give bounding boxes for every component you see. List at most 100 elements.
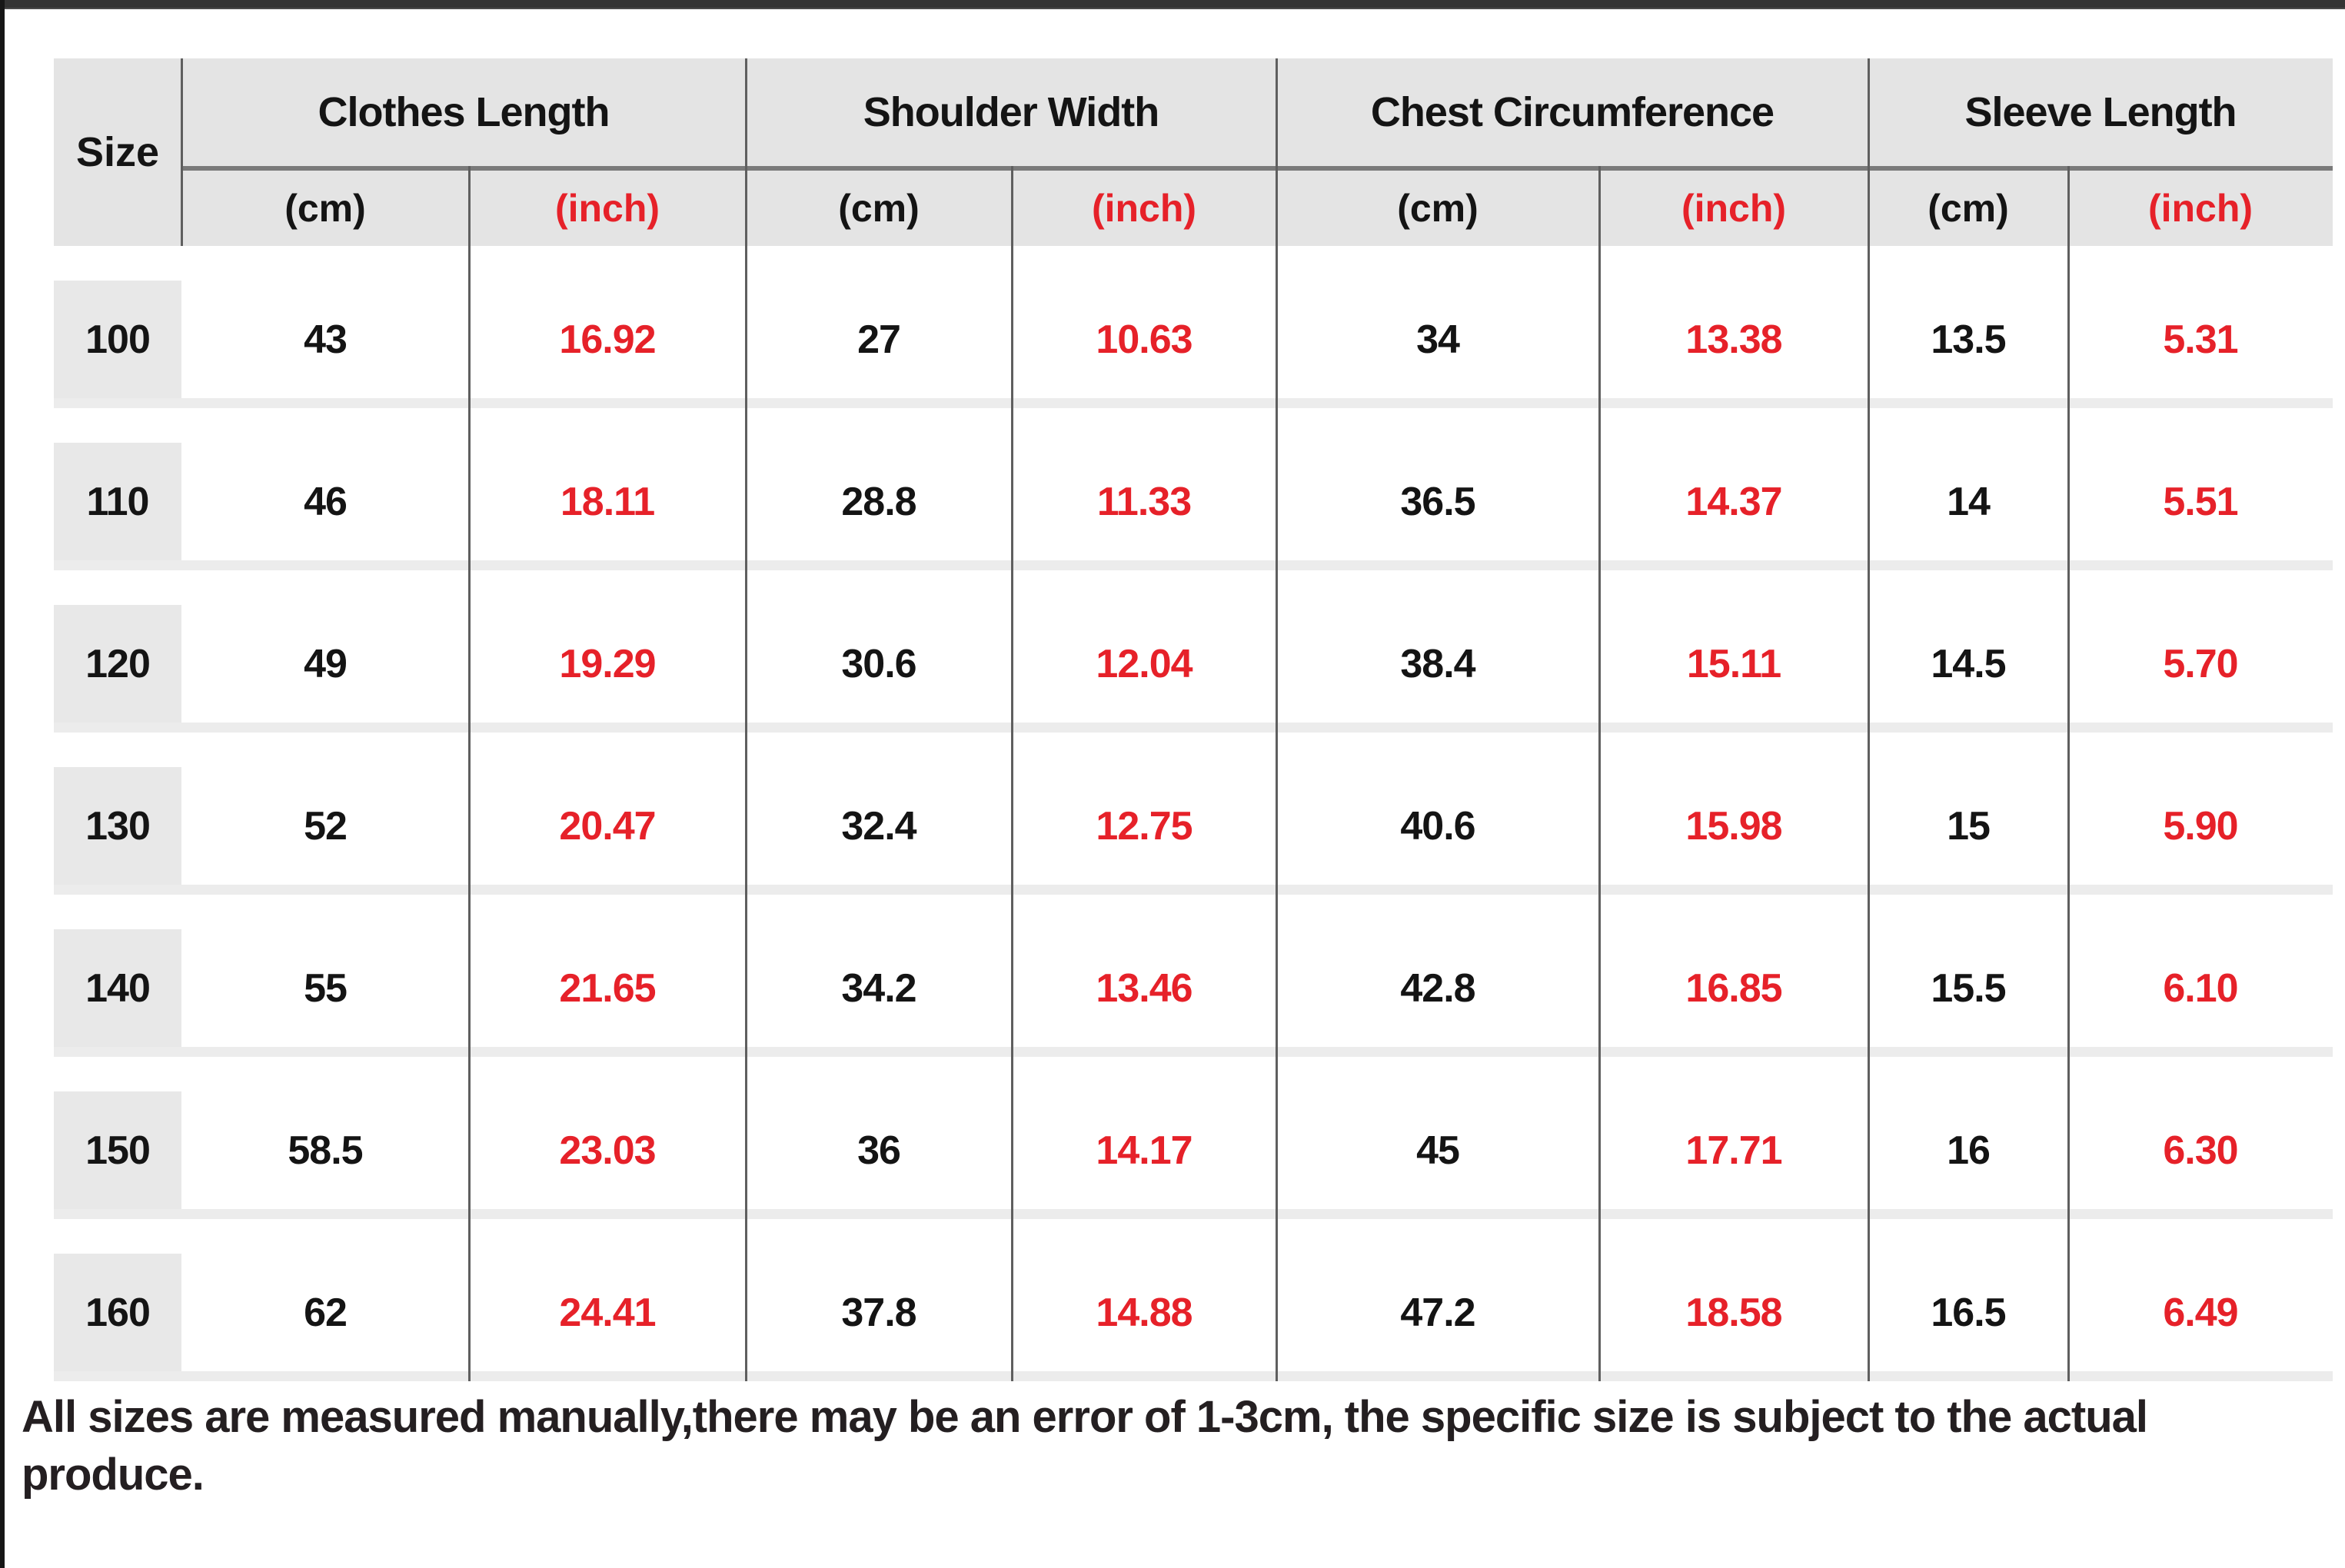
cell-chest-circumference-inch: 17.71 [1685,1128,1782,1173]
cell-sleeve-length-inch: 6.30 [2163,1128,2238,1173]
cell-clothes-length-cm: 62 [304,1290,348,1335]
unit-header-cm: (cm) [1868,166,2068,246]
table-row: 160 62 24.41 37.8 14.88 47.2 18.58 16.5 … [54,1219,2333,1381]
cell-clothes-length-cm: 49 [304,641,348,686]
cell-sleeve-length-inch: 5.51 [2163,479,2238,524]
cell-shoulder-width-inch: 10.63 [1096,317,1192,362]
cell-chest-circumference-cm: 42.8 [1400,965,1475,1011]
cell-clothes-length-inch: 24.41 [559,1290,656,1335]
cell-chest-circumference-cm: 38.4 [1400,641,1475,686]
cell-chest-circumference-inch: 15.98 [1685,803,1782,849]
cell-sleeve-length-cm: 14 [1947,479,1991,524]
cell-sleeve-length-cm: 16 [1947,1128,1991,1173]
row-separator [54,723,2333,733]
left-edge-border [0,0,5,1568]
cell-shoulder-width-cm: 27 [857,317,901,362]
cell-sleeve-length-cm: 13.5 [1931,317,2006,362]
cell-shoulder-width-cm: 30.6 [841,641,916,686]
cell-shoulder-width-cm: 37.8 [841,1290,916,1335]
cell-clothes-length-inch: 18.11 [560,479,655,524]
cell-sleeve-length-inch: 5.31 [2163,317,2238,362]
cell-clothes-length-cm: 46 [304,479,348,524]
cell-sleeve-length-cm: 14.5 [1931,641,2006,686]
unit-header-cm: (cm) [181,166,469,246]
column-divider [1598,166,1601,1381]
unit-header-cm: (cm) [1276,166,1599,246]
cell-shoulder-width-inch: 14.88 [1096,1290,1192,1335]
cell-chest-circumference-inch: 16.85 [1685,965,1782,1011]
group-header-chest-circumference: Chest Circumference [1276,58,1868,166]
unit-header-inch: (inch) [469,166,746,246]
cell-shoulder-width-inch: 12.04 [1096,641,1192,686]
table-row: 110 46 18.11 28.8 11.33 36.5 14.37 14 5.… [54,408,2333,570]
unit-header-inch: (inch) [1599,166,1868,246]
group-header-sleeve-length: Sleeve Length [1868,58,2333,166]
cell-shoulder-width-cm: 28.8 [841,479,916,524]
unit-header-inch: (inch) [1012,166,1276,246]
cell-chest-circumference-cm: 40.6 [1400,803,1475,849]
table-row: 120 49 19.29 30.6 12.04 38.4 15.11 14.5 … [54,570,2333,733]
cell-clothes-length-cm: 43 [304,317,348,362]
cell-clothes-length-cm: 58.5 [288,1128,363,1173]
cell-chest-circumference-inch: 14.37 [1685,479,1782,524]
table-row: 100 43 16.92 27 10.63 34 13.38 13.5 5.31 [54,246,2333,408]
row-separator [54,1047,2333,1057]
cell-shoulder-width-inch: 14.17 [1096,1128,1192,1173]
cell-clothes-length-inch: 20.47 [559,803,656,849]
size-row-label: 140 [54,929,181,1047]
row-separator [54,1371,2333,1381]
cell-chest-circumference-inch: 15.11 [1686,641,1781,686]
column-divider [468,166,471,1381]
cell-sleeve-length-inch: 6.49 [2163,1290,2238,1335]
table-header: Size Clothes Length Shoulder Width Chest… [54,58,2333,246]
cell-sleeve-length-cm: 15.5 [1931,965,2006,1011]
size-row-label: 150 [54,1091,181,1209]
table-row: 140 55 21.65 34.2 13.46 42.8 16.85 15.5 … [54,895,2333,1057]
cell-shoulder-width-inch: 12.75 [1096,803,1192,849]
row-separator [54,398,2333,408]
group-header-clothes-length: Clothes Length [181,58,746,166]
cell-shoulder-width-inch: 11.33 [1096,479,1192,524]
unit-header-inch: (inch) [2068,166,2333,246]
column-divider [1276,58,1278,1381]
size-row-label: 100 [54,281,181,398]
row-separator [54,1209,2333,1219]
cell-shoulder-width-cm: 36 [857,1128,901,1173]
size-row-label: 110 [54,443,181,560]
cell-sleeve-length-cm: 15 [1947,803,1991,849]
cell-shoulder-width-inch: 13.46 [1096,965,1192,1011]
column-divider [181,58,183,246]
cell-shoulder-width-cm: 34.2 [841,965,916,1011]
column-divider [2067,166,2070,1381]
top-edge-strip [0,0,2345,9]
size-chart-table: Size Clothes Length Shoulder Width Chest… [54,58,2333,1381]
row-separator [54,560,2333,570]
size-row-label: 120 [54,605,181,723]
cell-chest-circumference-cm: 45 [1416,1128,1460,1173]
row-separator [54,885,2333,895]
measurement-disclaimer: All sizes are measured manually,there ma… [22,1392,2148,1500]
cell-clothes-length-cm: 52 [304,803,348,849]
cell-chest-circumference-inch: 13.38 [1685,317,1782,362]
cell-chest-circumference-cm: 36.5 [1400,479,1475,524]
size-row-label: 160 [54,1254,181,1371]
cell-clothes-length-cm: 55 [304,965,348,1011]
table-row: 150 58.5 23.03 36 14.17 45 17.71 16 6.30 [54,1057,2333,1219]
column-divider [1868,58,1870,1381]
cell-clothes-length-inch: 23.03 [559,1128,656,1173]
cell-sleeve-length-inch: 5.70 [2163,641,2238,686]
size-column-header: Size [54,58,181,246]
table-row: 130 52 20.47 32.4 12.75 40.6 15.98 15 5.… [54,733,2333,895]
column-divider [745,58,747,1381]
cell-sleeve-length-inch: 6.10 [2163,965,2238,1011]
column-divider [1011,166,1013,1381]
cell-chest-circumference-inch: 18.58 [1685,1290,1782,1335]
unit-header-cm: (cm) [746,166,1012,246]
size-row-label: 130 [54,767,181,885]
cell-shoulder-width-cm: 32.4 [841,803,916,849]
group-header-shoulder-width: Shoulder Width [746,58,1276,166]
cell-chest-circumference-cm: 34 [1416,317,1460,362]
cell-sleeve-length-cm: 16.5 [1931,1290,2006,1335]
cell-clothes-length-inch: 19.29 [559,641,656,686]
cell-sleeve-length-inch: 5.90 [2163,803,2238,849]
